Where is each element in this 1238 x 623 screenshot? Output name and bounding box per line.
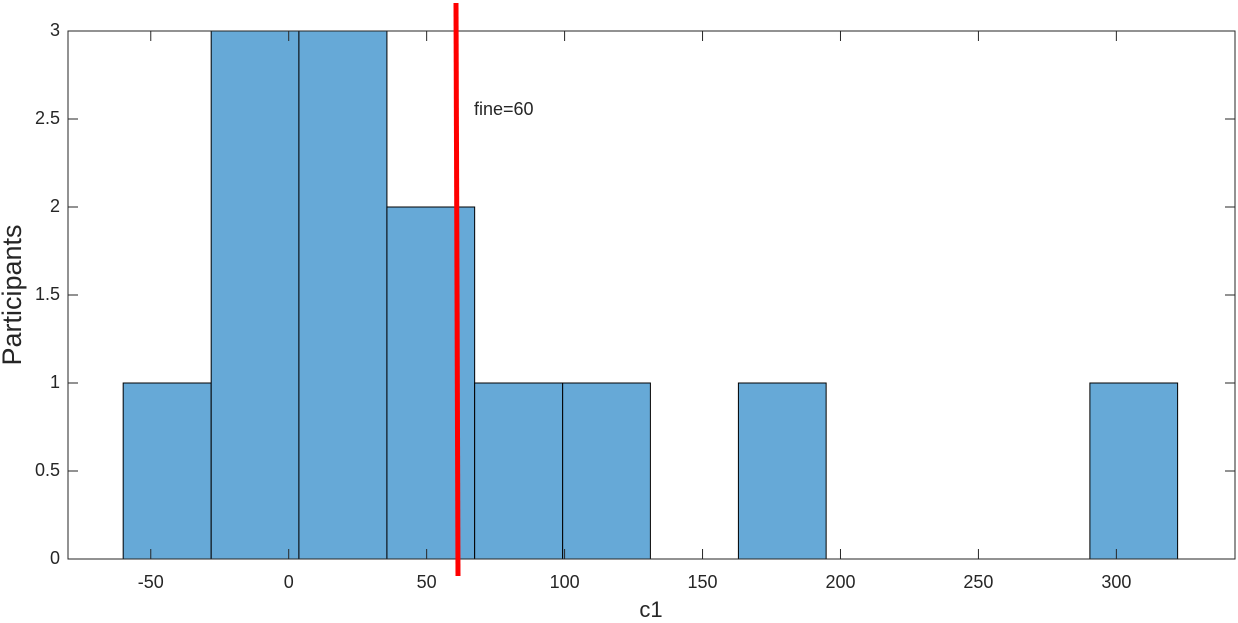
- x-tick-label: 100: [550, 572, 580, 592]
- y-tick-label: 2.5: [35, 108, 60, 128]
- reference-line: [453, 2, 461, 577]
- x-tick-label: 0: [284, 572, 294, 592]
- bar: [474, 382, 564, 560]
- bar: [298, 30, 388, 560]
- bar: [122, 382, 212, 560]
- x-tick-label: 250: [963, 572, 993, 592]
- y-tick-label: 0.5: [35, 460, 60, 480]
- x-axis-label: c1: [639, 597, 662, 622]
- y-tick-label: 1: [50, 372, 60, 392]
- y-tick-label: 2: [50, 196, 60, 216]
- bar: [210, 30, 300, 560]
- x-tick-label: 150: [688, 572, 718, 592]
- reference-label: fine=60: [474, 99, 534, 119]
- bar: [737, 382, 827, 560]
- y-axis-label: Participants: [0, 224, 27, 365]
- bar: [562, 382, 651, 560]
- y-tick-label: 0: [50, 548, 60, 568]
- x-tick-label: 50: [417, 572, 437, 592]
- x-tick-label: -50: [138, 572, 164, 592]
- y-tick-label: 1.5: [35, 284, 60, 304]
- bar: [1089, 382, 1179, 560]
- y-tick-label: 3: [50, 20, 60, 40]
- x-tick-label: 200: [825, 572, 855, 592]
- x-tick-label: 300: [1101, 572, 1131, 592]
- bar: [386, 206, 476, 560]
